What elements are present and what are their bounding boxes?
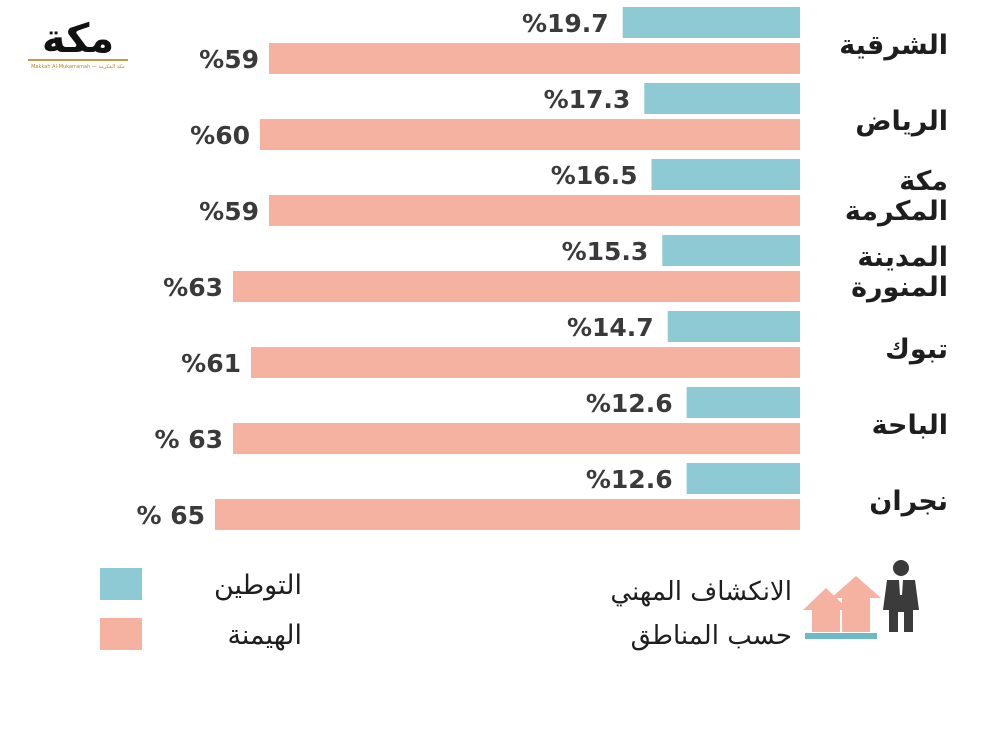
data-label-haymana: %59 bbox=[199, 197, 259, 226]
category-label: المدينة bbox=[857, 242, 948, 273]
bar-haymana bbox=[260, 119, 800, 150]
data-label-haymana: %60 bbox=[190, 121, 250, 150]
legend-swatch bbox=[100, 618, 142, 650]
data-label-haymana: % 65 bbox=[136, 501, 205, 530]
category-label: الشرقية bbox=[839, 30, 948, 61]
title-line: الانكشاف المهني bbox=[610, 577, 792, 607]
category-label: المنورة bbox=[851, 272, 948, 303]
bar-tawteen bbox=[686, 387, 800, 418]
data-label-tawteen: %16.5 bbox=[551, 161, 638, 190]
data-label-haymana: %61 bbox=[181, 349, 241, 378]
bar-haymana bbox=[215, 499, 800, 530]
bars-group: %19.7 %59 %17.3 %60 %16.5 %59 %15.3 %63 %14.7 %61… bbox=[136, 7, 800, 530]
bar-haymana bbox=[269, 195, 800, 226]
title-line: حسب المناطق bbox=[631, 621, 792, 651]
data-label-tawteen: %12.6 bbox=[586, 389, 673, 418]
category-label: المكرمة bbox=[845, 196, 948, 227]
data-label-haymana: %59 bbox=[199, 45, 259, 74]
bar-tawteen bbox=[622, 7, 800, 38]
legend-label: الهيمنة bbox=[227, 620, 302, 651]
category-label: تبوك bbox=[885, 334, 948, 365]
data-label-haymana: %63 bbox=[163, 273, 223, 302]
chart-title: الانكشاف المهني حسب المناطق bbox=[610, 577, 792, 651]
logo-underline bbox=[28, 59, 128, 61]
bar-haymana bbox=[269, 43, 800, 74]
category-label: الباحة bbox=[872, 410, 948, 441]
logo-subtitle: Makkah Al-Mukarramah — مكة المكرمة bbox=[31, 64, 125, 70]
legend-swatch bbox=[100, 568, 142, 600]
bar-tawteen bbox=[662, 235, 800, 266]
logo: مكة Makkah Al-Mukarramah — مكة المكرمة bbox=[28, 16, 128, 70]
bar-tawteen bbox=[651, 159, 800, 190]
data-label-tawteen: %19.7 bbox=[522, 9, 609, 38]
category-label: مكة bbox=[899, 166, 948, 197]
data-label-tawteen: %15.3 bbox=[562, 237, 649, 266]
data-label-tawteen: %14.7 bbox=[567, 313, 654, 342]
legend: التوطين الهيمنة bbox=[100, 568, 302, 651]
bar-haymana bbox=[233, 423, 800, 454]
bar-haymana bbox=[251, 347, 800, 378]
data-label-haymana: % 63 bbox=[154, 425, 223, 454]
legend-label: التوطين bbox=[214, 570, 302, 601]
logo-text: مكة bbox=[42, 16, 114, 62]
data-label-tawteen: %12.6 bbox=[586, 465, 673, 494]
bar-tawteen bbox=[644, 83, 800, 114]
category-label: الرياض bbox=[855, 106, 948, 137]
bar-tawteen bbox=[686, 463, 800, 494]
bar-tawteen bbox=[667, 311, 800, 342]
data-label-tawteen: %17.3 bbox=[544, 85, 631, 114]
category-label: نجران bbox=[869, 486, 948, 517]
career-growth-icon bbox=[803, 560, 919, 639]
bar-haymana bbox=[233, 271, 800, 302]
